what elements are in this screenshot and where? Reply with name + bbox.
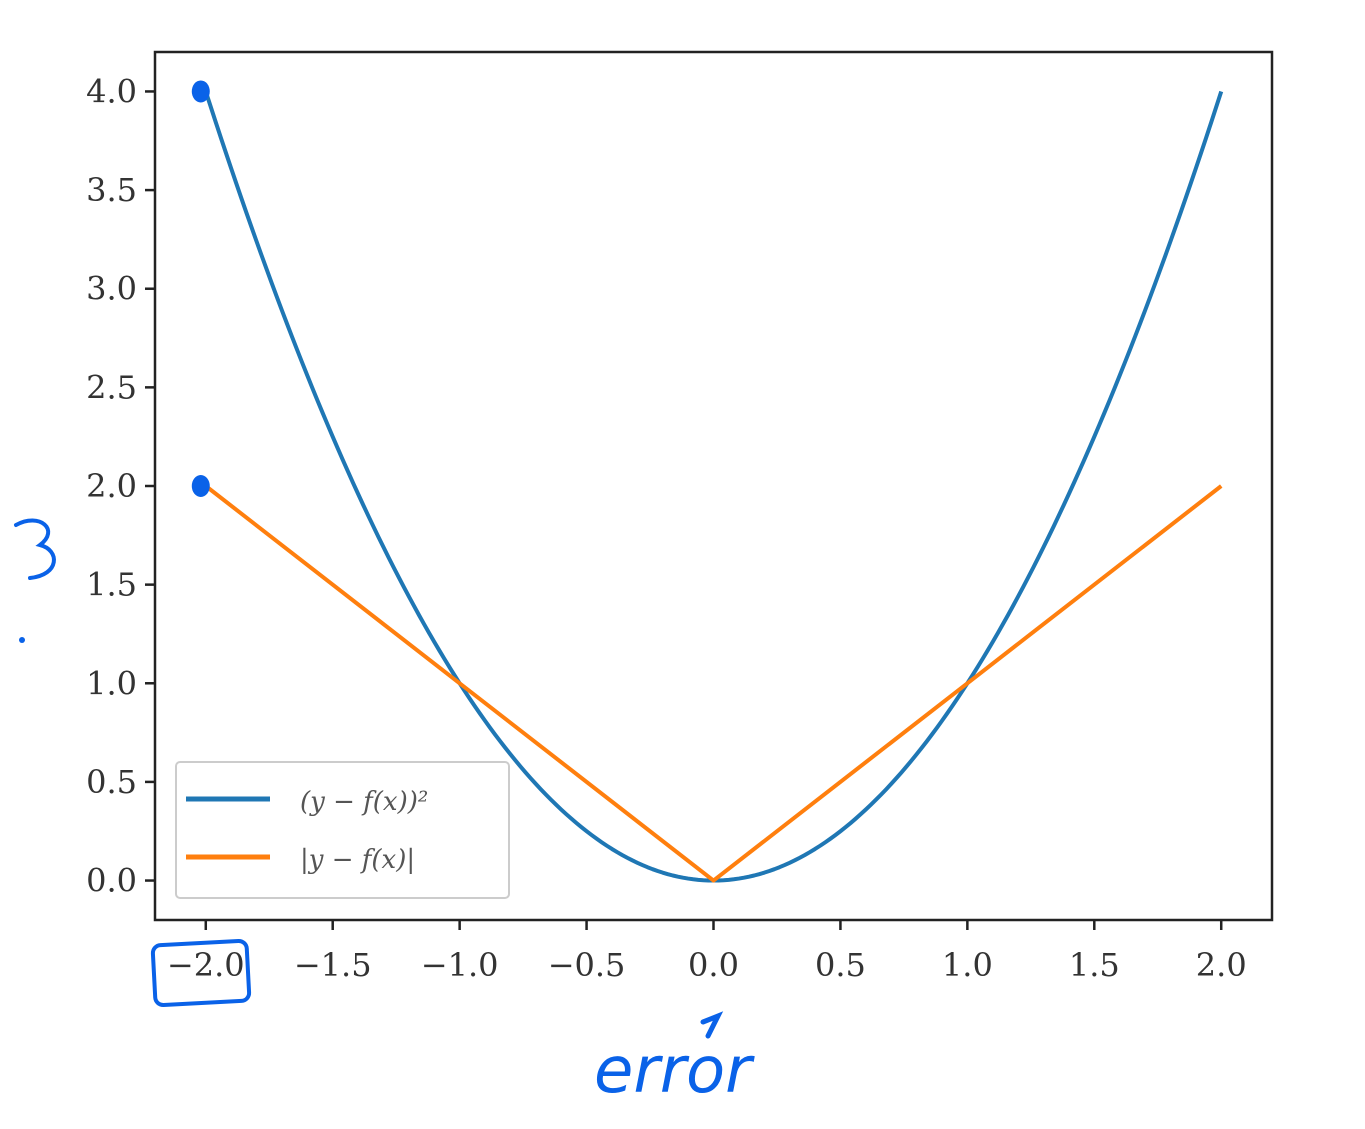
y-tick-label: 3.5	[86, 171, 137, 209]
x-tick-label: 0.0	[688, 946, 739, 984]
legend-label-squared: (y − f(x))²	[300, 787, 428, 817]
handwritten-scribble	[14, 518, 56, 580]
handwritten-error-label: error	[594, 1034, 755, 1108]
y-tick-label: 1.5	[86, 566, 137, 604]
x-tick-label: 0.5	[815, 946, 866, 984]
x-tick-label: −1.5	[294, 946, 372, 984]
y-tick-label: 4.0	[86, 72, 137, 110]
x-tick-label: 2.0	[1196, 946, 1247, 984]
y-tick-label: 2.5	[86, 368, 137, 406]
legend-label-absolute: |y − f(x)|	[300, 845, 415, 875]
x-tick-label: −1.0	[421, 946, 499, 984]
handwritten-marked-point	[191, 80, 210, 103]
y-tick-label: 0.0	[86, 862, 137, 900]
handwritten-dot	[19, 637, 25, 643]
x-tick-label: −2.0	[167, 946, 245, 984]
x-tick-label: 1.0	[942, 946, 993, 984]
legend-frame	[175, 761, 510, 899]
series-line-absolute-error	[204, 484, 1223, 883]
handwritten-annotations: error	[14, 80, 755, 1108]
x-tick-label: 1.5	[1069, 946, 1120, 984]
plot-area: −2.0 −1.5 −1.0 −0.5 0.0 0.5 1.0 1.5 2.0 0.0 0.5 1.0…	[86, 50, 1274, 984]
handwritten-arrow-mark	[700, 1011, 724, 1039]
y-tick-label: 1.0	[86, 664, 137, 702]
handwritten-marked-point	[191, 475, 210, 497]
handwritten-box-around-tick	[150, 938, 252, 1008]
y-tick-label: 2.0	[86, 467, 137, 505]
x-tick-label: −0.5	[548, 946, 626, 984]
legend: (y − f(x))² |y − f(x)|	[175, 761, 510, 899]
y-tick-label: 3.0	[86, 270, 137, 308]
y-tick-label: 0.5	[86, 763, 137, 801]
